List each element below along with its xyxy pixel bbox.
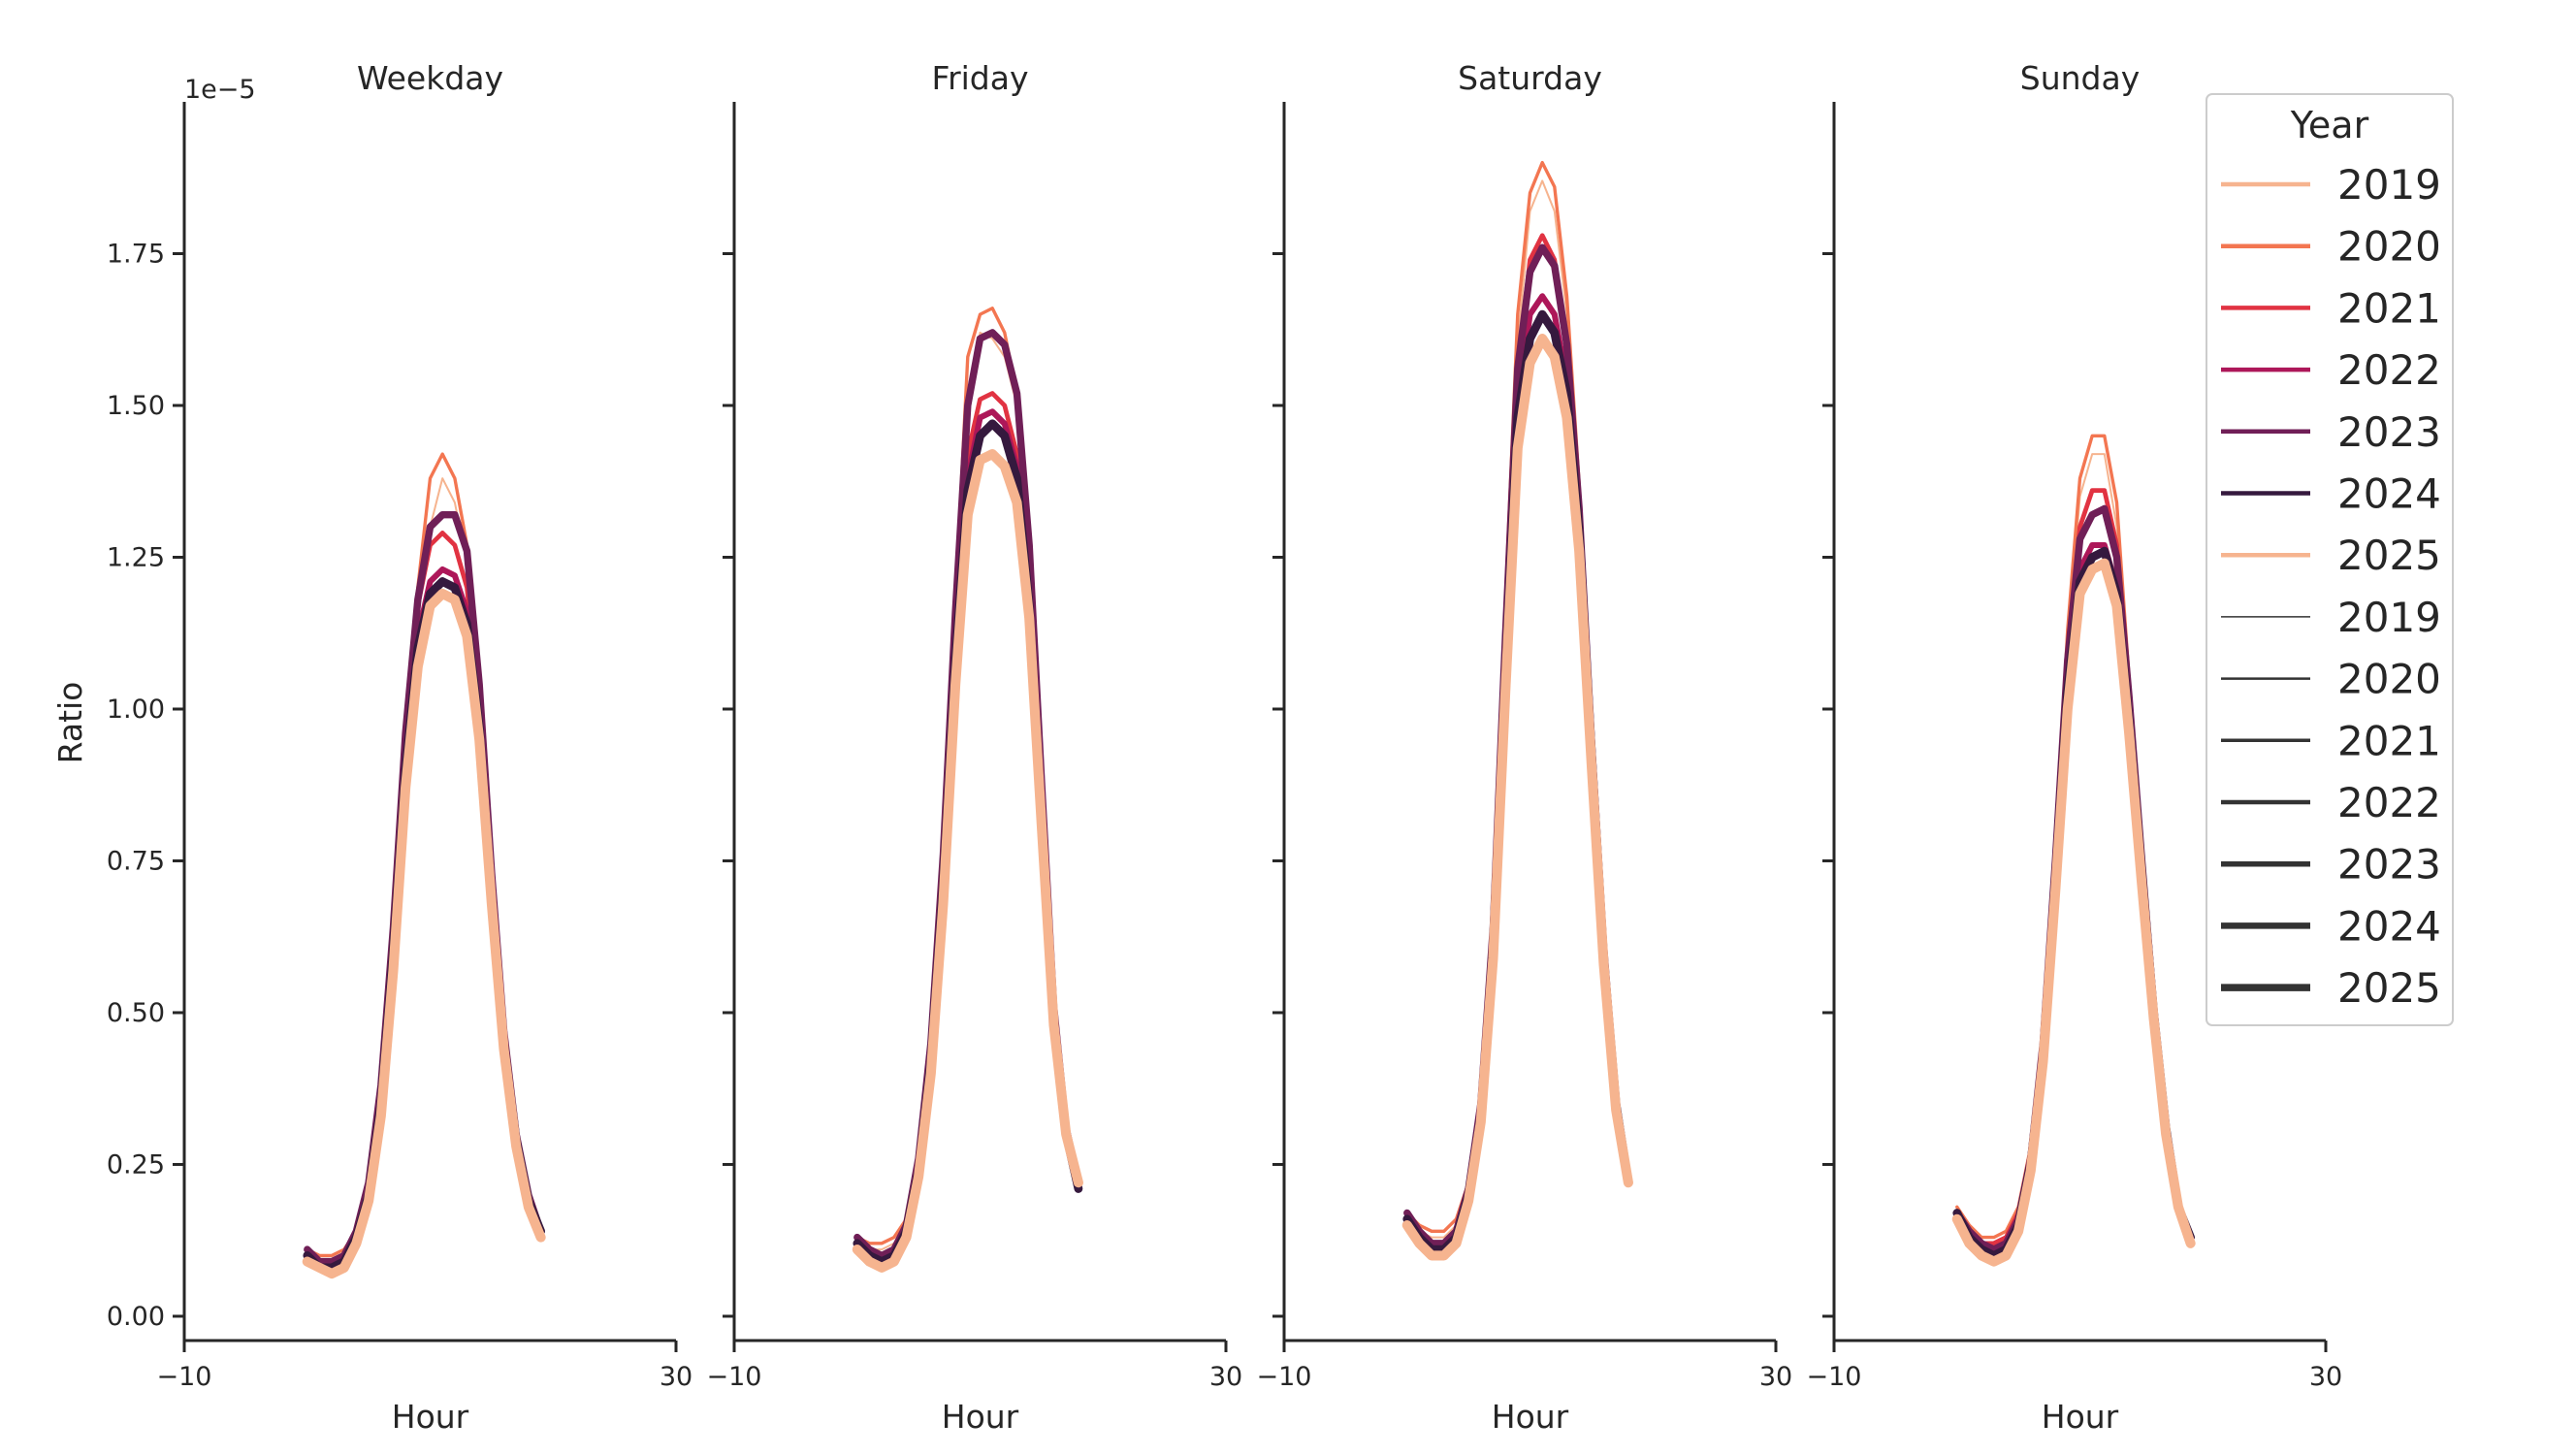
legend-size-label: 2020 <box>2337 656 2441 703</box>
panel-friday: −10 30 Friday Hour <box>707 59 1243 1436</box>
panel-weekday: 0.00 0.25 0.50 0.75 1.00 1.25 1.50 1.75 −10 30 Wee… <box>107 59 692 1436</box>
series-line-2024 <box>303 577 545 1273</box>
legend: Year 2019 2020 2021 2022 2023 2024 2025 2019 2020… <box>2206 93 2454 1026</box>
series-line-2020 <box>1405 160 1630 1233</box>
y-axis-label: Ratio <box>51 682 89 764</box>
series-group <box>852 307 1083 1273</box>
y-tick-label: 0.00 <box>107 1302 165 1332</box>
x-axis-label: Hour <box>2042 1398 2119 1436</box>
panel-saturday: −10 30 Saturday Hour <box>1257 59 1793 1436</box>
panel-title: Friday <box>931 59 1028 97</box>
y-tick-label: 1.50 <box>107 391 165 421</box>
y-tick-label: 1.00 <box>107 695 165 725</box>
y-tick-label: 0.25 <box>107 1149 165 1180</box>
legend-size-label: 2025 <box>2337 964 2441 1012</box>
legend-label: 2022 <box>2337 346 2441 394</box>
legend-label: 2019 <box>2337 161 2441 209</box>
chart-panels: 0.00 0.25 0.50 0.75 1.00 1.25 1.50 1.75 −10 30 Wee… <box>51 59 2342 1436</box>
y-tick-label: 1.75 <box>107 239 165 269</box>
legend-label: 2021 <box>2337 284 2441 332</box>
legend-size-label: 2024 <box>2337 902 2441 950</box>
legend-label: 2025 <box>2337 532 2441 579</box>
legend-size-label: 2022 <box>2337 779 2441 826</box>
panel-title: Weekday <box>357 59 503 97</box>
x-tick-label: 30 <box>1209 1362 1242 1392</box>
legend-label: 2023 <box>2337 408 2441 456</box>
panel-title: Saturday <box>1458 59 1602 97</box>
x-axis-label: Hour <box>942 1398 1019 1436</box>
series-group <box>1401 160 1633 1261</box>
series-group <box>302 452 546 1279</box>
legend-label: 2024 <box>2337 470 2441 518</box>
x-tick-label: −10 <box>707 1362 762 1392</box>
x-tick-label: −10 <box>1807 1362 1862 1392</box>
x-tick-label: 30 <box>1759 1362 1792 1392</box>
y-tick-label: 0.50 <box>107 998 165 1028</box>
x-tick-label: −10 <box>1257 1362 1312 1392</box>
y-offset-text: 1e−5 <box>184 75 256 105</box>
series-line-2025 <box>852 449 1083 1273</box>
y-tick-label: 0.75 <box>107 846 165 876</box>
x-axis-label: Hour <box>1492 1398 1569 1436</box>
x-axis-label: Hour <box>392 1398 469 1436</box>
legend-size-label: 2021 <box>2337 717 2441 764</box>
legend-label: 2020 <box>2337 223 2441 271</box>
series-line-2022 <box>304 566 544 1265</box>
x-tick-label: 30 <box>2309 1362 2342 1392</box>
legend-size-label: 2023 <box>2337 841 2441 889</box>
series-line-2025 <box>1951 558 2196 1267</box>
series-line-2025 <box>302 588 546 1279</box>
legend-title: Year <box>2290 104 2369 146</box>
panel-sunday: −10 30 Sunday Hour <box>1807 59 2343 1436</box>
series-group <box>1951 434 2196 1267</box>
legend-box <box>2206 93 2454 1026</box>
series-line-2025 <box>1401 334 1633 1261</box>
series-line-2020 <box>1955 434 2193 1240</box>
x-tick-label: 30 <box>660 1362 692 1392</box>
legend-size-label: 2019 <box>2337 594 2441 641</box>
x-tick-label: −10 <box>157 1362 212 1392</box>
y-tick-label: 1.25 <box>107 542 165 572</box>
panel-title: Sunday <box>2020 59 2140 97</box>
